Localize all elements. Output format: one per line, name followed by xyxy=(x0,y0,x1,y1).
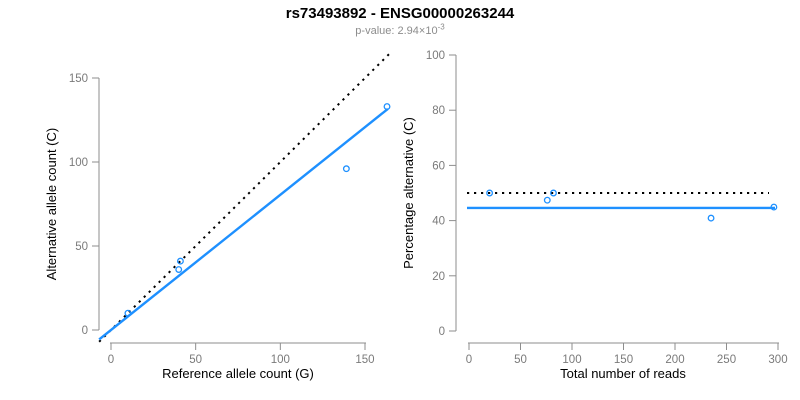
y-tick-label: 100 xyxy=(69,157,88,169)
x-axis-title: Total number of reads xyxy=(560,366,686,381)
x-axis-title: Reference allele count (G) xyxy=(162,366,314,381)
figure-subtitle: p-value: 2.94×10-3 xyxy=(0,22,800,37)
y-tick-label: 50 xyxy=(75,241,88,253)
identity-line xyxy=(98,52,391,343)
data-point xyxy=(550,189,557,197)
x-tick-label: 150 xyxy=(355,354,374,366)
x-tick-label: 0 xyxy=(466,354,472,366)
p-value-exponent: -3 xyxy=(437,22,445,32)
data-point xyxy=(707,214,715,222)
y-tick-label: 60 xyxy=(432,160,445,172)
data-point xyxy=(383,103,391,111)
data-point xyxy=(342,165,350,173)
data-point xyxy=(543,196,551,204)
y-tick-label: 0 xyxy=(82,325,88,337)
x-tick-label: 0 xyxy=(108,354,114,366)
y-axis-title: Percentage alternative (C) xyxy=(401,117,416,269)
x-tick-label: 150 xyxy=(614,354,633,366)
x-tick-label: 300 xyxy=(768,354,787,366)
data-point xyxy=(770,203,778,211)
x-tick-label: 200 xyxy=(665,354,684,366)
x-tick-label: 50 xyxy=(189,354,202,366)
p-value-mantissa: 2.94×10 xyxy=(397,25,438,37)
x-tick-label: 100 xyxy=(562,354,581,366)
x-tick-label: 250 xyxy=(717,354,736,366)
p-value-label: p-value: xyxy=(355,25,395,37)
data-point xyxy=(486,189,494,197)
data-point xyxy=(175,266,183,273)
y-tick-label: 80 xyxy=(432,105,445,117)
x-tick-label: 100 xyxy=(271,354,290,366)
fit-line xyxy=(98,107,389,341)
y-axis-title: Alternative allele count (C) xyxy=(44,128,59,280)
data-point xyxy=(176,257,184,265)
y-tick-label: 150 xyxy=(69,73,88,85)
y-tick-label: 40 xyxy=(432,216,445,228)
figure-title: rs73493892 - ENSG00000263244 xyxy=(285,5,515,22)
x-tick-label: 50 xyxy=(514,354,527,366)
y-tick-label: 100 xyxy=(426,50,445,62)
y-tick-label: 0 xyxy=(439,326,445,338)
y-tick-label: 20 xyxy=(432,271,445,283)
data-point xyxy=(124,309,132,317)
